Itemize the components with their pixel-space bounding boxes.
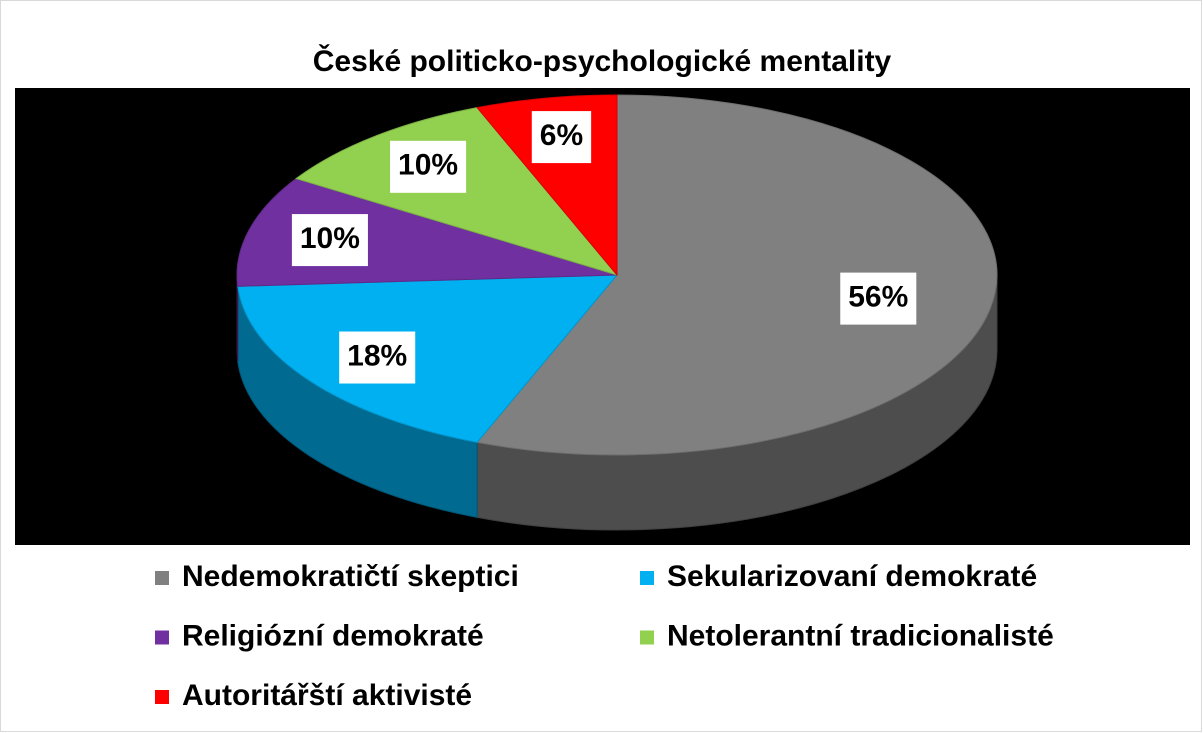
legend-swatch [155,571,169,585]
legend-label: Autoritářští aktivisté [182,679,472,712]
data-label-box [291,214,368,267]
data-label: 56% [848,281,908,314]
data-label: 18% [347,339,407,372]
data-label-box [339,331,416,384]
pie-slice [237,274,619,443]
data-label: 6% [540,119,583,152]
data-label-box [390,140,467,193]
legend-swatch [640,571,654,585]
legend-label: Nedemokratičtí skeptici [182,560,519,593]
pie-slice [476,94,998,456]
legend-label: Religiózní demokraté [182,619,484,652]
chart-title: České politicko-psychologické mentality [313,44,892,78]
data-label: 10% [398,149,458,182]
legend-swatch [155,630,169,645]
legend-swatch [640,630,654,645]
data-label: 10% [300,222,360,255]
legend-label: Netolerantní tradicionalisté [667,619,1054,652]
legend-label: Sekularizovaní demokraté [667,560,1037,593]
data-label-box [531,111,592,164]
legend-swatch [155,690,169,704]
data-label-box [840,272,917,325]
